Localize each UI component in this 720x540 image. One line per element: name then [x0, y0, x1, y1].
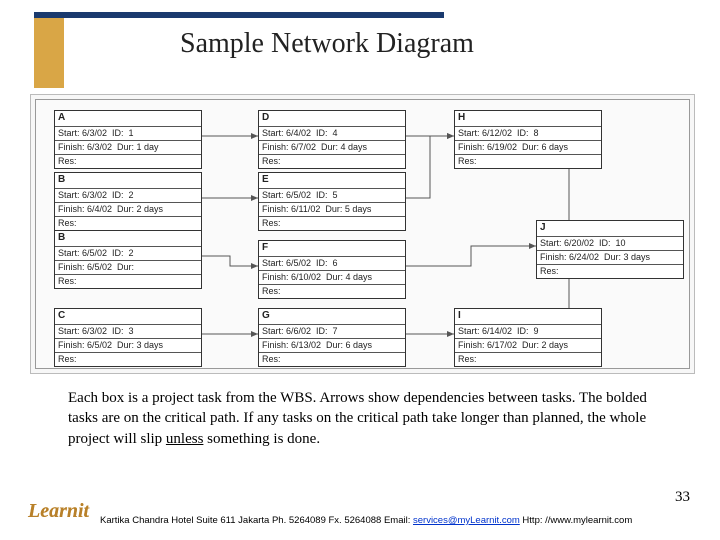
node-I: IStart: 6/14/02 ID: 9Finish: 6/17/02 Dur…: [454, 308, 602, 367]
footer-before: Kartika Chandra Hotel Suite 611 Jakarta …: [100, 515, 413, 526]
node-E: EStart: 6/5/02 ID: 5Finish: 6/11/02 Dur:…: [258, 172, 406, 231]
diagram-canvas: AStart: 6/3/02 ID: 1Finish: 6/3/02 Dur: …: [35, 99, 690, 369]
node-D: DStart: 6/4/02 ID: 4Finish: 6/7/02 Dur: …: [258, 110, 406, 169]
node-C: CStart: 6/3/02 ID: 3Finish: 6/5/02 Dur: …: [54, 308, 202, 367]
node-start-row: Start: 6/4/02 ID: 4: [259, 127, 405, 141]
edge-B2-F: [202, 256, 258, 266]
node-label: C: [55, 309, 201, 325]
node-start-row: Start: 6/3/02 ID: 1: [55, 127, 201, 141]
logo-text: Learnit: [28, 500, 89, 522]
node-finish-row: Finish: 6/19/02 Dur: 6 days: [455, 141, 601, 155]
node-start-row: Start: 6/5/02 ID: 2: [55, 247, 201, 261]
accent-bar: [34, 18, 64, 88]
header-rule: [34, 12, 444, 18]
node-label: B: [55, 231, 201, 247]
node-res-row: Res:: [259, 285, 405, 298]
logo: Learnit: [28, 500, 96, 534]
node-finish-row: Finish: 6/7/02 Dur: 4 days: [259, 141, 405, 155]
node-B: BStart: 6/3/02 ID: 2Finish: 6/4/02 Dur: …: [54, 172, 202, 231]
node-start-row: Start: 6/3/02 ID: 2: [55, 189, 201, 203]
node-start-row: Start: 6/20/02 ID: 10: [537, 237, 683, 251]
node-B2: BStart: 6/5/02 ID: 2Finish: 6/5/02 Dur: …: [54, 230, 202, 289]
node-F: FStart: 6/5/02 ID: 6Finish: 6/10/02 Dur:…: [258, 240, 406, 299]
node-A: AStart: 6/3/02 ID: 1Finish: 6/3/02 Dur: …: [54, 110, 202, 169]
node-finish-row: Finish: 6/4/02 Dur: 2 days: [55, 203, 201, 217]
page-number: 33: [675, 489, 690, 506]
node-res-row: Res:: [55, 217, 201, 230]
node-start-row: Start: 6/3/02 ID: 3: [55, 325, 201, 339]
node-label: J: [537, 221, 683, 237]
node-finish-row: Finish: 6/3/02 Dur: 1 day: [55, 141, 201, 155]
node-H: HStart: 6/12/02 ID: 8Finish: 6/19/02 Dur…: [454, 110, 602, 169]
node-label: E: [259, 173, 405, 189]
node-label: B: [55, 173, 201, 189]
page-title: Sample Network Diagram: [180, 28, 474, 60]
node-res-row: Res:: [259, 155, 405, 168]
node-label: I: [455, 309, 601, 325]
node-start-row: Start: 6/12/02 ID: 8: [455, 127, 601, 141]
caption-part-3: something is done.: [203, 431, 320, 447]
node-start-row: Start: 6/5/02 ID: 6: [259, 257, 405, 271]
node-finish-row: Finish: 6/5/02 Dur:: [55, 261, 201, 275]
node-start-row: Start: 6/5/02 ID: 5: [259, 189, 405, 203]
edge-E-H: [406, 136, 454, 198]
node-finish-row: Finish: 6/24/02 Dur: 3 days: [537, 251, 683, 265]
node-finish-row: Finish: 6/17/02 Dur: 2 days: [455, 339, 601, 353]
node-finish-row: Finish: 6/11/02 Dur: 5 days: [259, 203, 405, 217]
caption-part-1: Each box is a project task from the WBS.…: [68, 390, 647, 447]
caption-underlined: unless: [166, 431, 204, 447]
node-start-row: Start: 6/6/02 ID: 7: [259, 325, 405, 339]
node-finish-row: Finish: 6/5/02 Dur: 3 days: [55, 339, 201, 353]
node-res-row: Res:: [55, 155, 201, 168]
node-res-row: Res:: [259, 217, 405, 230]
node-res-row: Res:: [55, 275, 201, 288]
node-label: A: [55, 111, 201, 127]
node-label: G: [259, 309, 405, 325]
node-res-row: Res:: [259, 353, 405, 366]
node-label: F: [259, 241, 405, 257]
footer-email-link[interactable]: services@myLearnit.com: [413, 515, 520, 526]
node-res-row: Res:: [537, 265, 683, 278]
node-res-row: Res:: [455, 353, 601, 366]
node-res-row: Res:: [55, 353, 201, 366]
node-finish-row: Finish: 6/10/02 Dur: 4 days: [259, 271, 405, 285]
node-label: D: [259, 111, 405, 127]
caption-text: Each box is a project task from the WBS.…: [68, 388, 658, 449]
node-finish-row: Finish: 6/13/02 Dur: 6 days: [259, 339, 405, 353]
network-diagram: AStart: 6/3/02 ID: 1Finish: 6/3/02 Dur: …: [30, 94, 695, 374]
node-start-row: Start: 6/14/02 ID: 9: [455, 325, 601, 339]
node-J: JStart: 6/20/02 ID: 10Finish: 6/24/02 Du…: [536, 220, 684, 279]
node-res-row: Res:: [455, 155, 601, 168]
node-label: H: [455, 111, 601, 127]
footer-text: Kartika Chandra Hotel Suite 611 Jakarta …: [100, 515, 632, 526]
footer-after: Http: //www.mylearnit.com: [520, 515, 632, 526]
edge-F-J: [406, 246, 536, 266]
node-G: GStart: 6/6/02 ID: 7Finish: 6/13/02 Dur:…: [258, 308, 406, 367]
